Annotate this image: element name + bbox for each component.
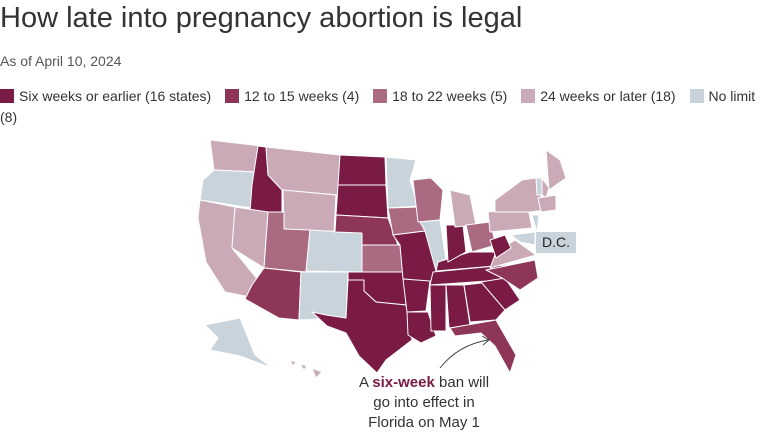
states bbox=[197, 139, 567, 379]
state bbox=[305, 229, 363, 273]
state bbox=[204, 317, 273, 369]
legend-swatch bbox=[521, 89, 536, 103]
legend-swatch bbox=[225, 89, 240, 103]
state bbox=[545, 149, 567, 191]
annotation: A six-week ban will go into effect in Flor… bbox=[359, 374, 489, 431]
annotation-text: go into effect in bbox=[373, 394, 474, 411]
subtitle: As of April 10, 2024 bbox=[0, 53, 122, 69]
legend-item: 18 to 22 weeks (5) bbox=[373, 88, 507, 104]
state bbox=[537, 194, 557, 213]
legend-label: Six weeks or earlier (16 states) bbox=[19, 88, 212, 104]
annotation-line: Florida on May 1 bbox=[368, 414, 480, 431]
state bbox=[449, 189, 477, 228]
state bbox=[385, 156, 419, 209]
legend-label: 24 weeks or later (18) bbox=[540, 88, 676, 104]
state bbox=[402, 278, 431, 313]
legend-item: 12 to 15 weeks (4) bbox=[225, 88, 359, 104]
legend-label: 12 to 15 weeks (4) bbox=[244, 88, 360, 104]
state bbox=[311, 279, 413, 374]
legend-swatch bbox=[689, 89, 704, 103]
state bbox=[282, 189, 337, 233]
state bbox=[531, 214, 540, 234]
state bbox=[209, 139, 263, 173]
legend-swatch bbox=[0, 89, 14, 103]
state bbox=[199, 169, 256, 209]
legend-item: No limit (8) bbox=[0, 88, 755, 125]
annotation-arrow bbox=[439, 339, 489, 369]
state bbox=[489, 234, 512, 259]
state bbox=[299, 363, 308, 371]
state bbox=[480, 277, 521, 311]
legend-label: 18 to 22 weeks (5) bbox=[392, 88, 508, 104]
state bbox=[289, 359, 297, 367]
state bbox=[361, 244, 404, 273]
state bbox=[510, 231, 536, 246]
annotation-line: go into effect in bbox=[373, 394, 474, 411]
title: How late into pregnancy abortion is lega… bbox=[0, 2, 523, 34]
legend-label: No limit (8) bbox=[0, 88, 756, 125]
state bbox=[335, 184, 389, 219]
state bbox=[412, 177, 444, 223]
legend-swatch bbox=[373, 89, 388, 103]
dc-box bbox=[536, 232, 576, 253]
legend-item: 24 weeks or later (18) bbox=[521, 88, 676, 104]
annotation-text: six-week bbox=[372, 374, 435, 391]
annotation-text: Florida on May 1 bbox=[368, 414, 480, 431]
state bbox=[298, 271, 349, 321]
state bbox=[406, 311, 437, 344]
legend-item: Six weeks or earlier (16 states) bbox=[0, 88, 211, 104]
dc-label: D.C. bbox=[542, 234, 570, 250]
annotation-text: ban will bbox=[435, 374, 489, 391]
annotation-arrowhead bbox=[481, 335, 490, 346]
state bbox=[535, 177, 543, 196]
state bbox=[449, 319, 517, 374]
state bbox=[485, 259, 539, 291]
annotation-line: A six-week ban will bbox=[359, 374, 489, 391]
state bbox=[337, 154, 387, 186]
state bbox=[429, 284, 447, 332]
annotation-text: A bbox=[359, 374, 372, 391]
state bbox=[311, 367, 323, 379]
legend: Six weeks or earlier (16 states) 12 to 1… bbox=[0, 86, 768, 128]
